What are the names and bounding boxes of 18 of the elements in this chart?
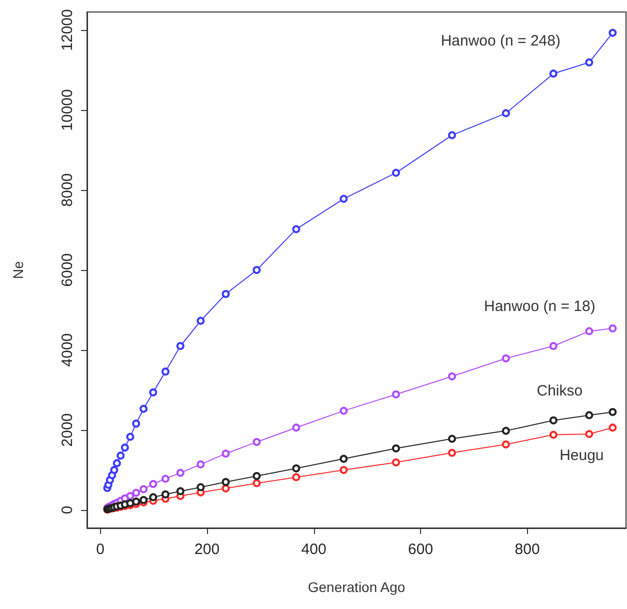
x-axis-title: Generation Ago	[308, 579, 406, 595]
x-tick-label: 600	[408, 541, 434, 558]
y-tick-label: 0	[59, 506, 76, 514]
series-label: Chikso	[536, 382, 583, 400]
series-label: Hanwoo (n = 248)	[440, 32, 560, 50]
y-axis-title: Ne	[10, 260, 26, 279]
x-tick-label: 0	[96, 541, 105, 558]
x-tick-label: 200	[194, 541, 220, 558]
series-label: Hanwoo (n = 18)	[484, 298, 596, 315]
y-tick-label: 2000	[59, 413, 76, 447]
y-tick-label: 4000	[59, 333, 76, 367]
y-tick-label: 12000	[59, 9, 76, 51]
y-tick-label: 10000	[59, 89, 76, 131]
x-tick-label: 400	[301, 541, 326, 558]
x-tick-label: 800	[514, 541, 540, 558]
series-label: Heugu	[560, 447, 604, 464]
y-tick-label: 8000	[59, 173, 76, 207]
y-tick-label: 6000	[59, 253, 76, 287]
